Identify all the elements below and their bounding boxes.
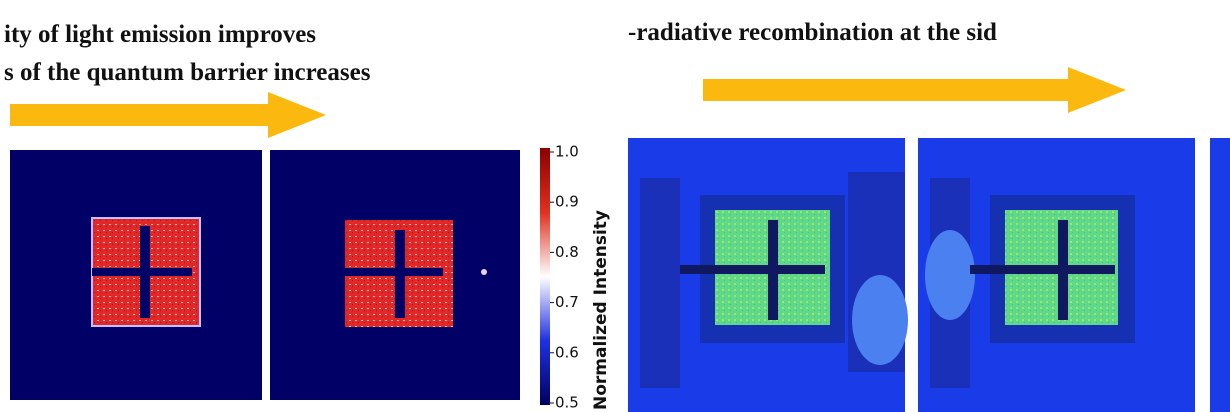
panel <box>10 150 262 400</box>
tick-label: 0.9 <box>555 193 579 211</box>
panel <box>270 150 520 400</box>
tick-label: 0.8 <box>555 243 579 261</box>
tick-label: 0.5 <box>555 394 579 412</box>
caption: -radiative recombination at the sid <box>628 19 997 46</box>
panel <box>1210 138 1230 412</box>
colorbar <box>540 148 550 405</box>
tick-label: 0.7 <box>555 293 579 311</box>
arrow <box>10 92 326 138</box>
tick-label: 0.6 <box>555 343 579 361</box>
colorbar-label: Normalized Intensity <box>591 210 611 410</box>
panel <box>918 138 1195 412</box>
caption: ity of light emission improves <box>4 21 316 48</box>
caption: s of the quantum barrier increases <box>4 59 371 86</box>
tick-label: 1.0 <box>555 143 579 161</box>
arrow <box>703 67 1126 113</box>
panel <box>628 138 908 412</box>
